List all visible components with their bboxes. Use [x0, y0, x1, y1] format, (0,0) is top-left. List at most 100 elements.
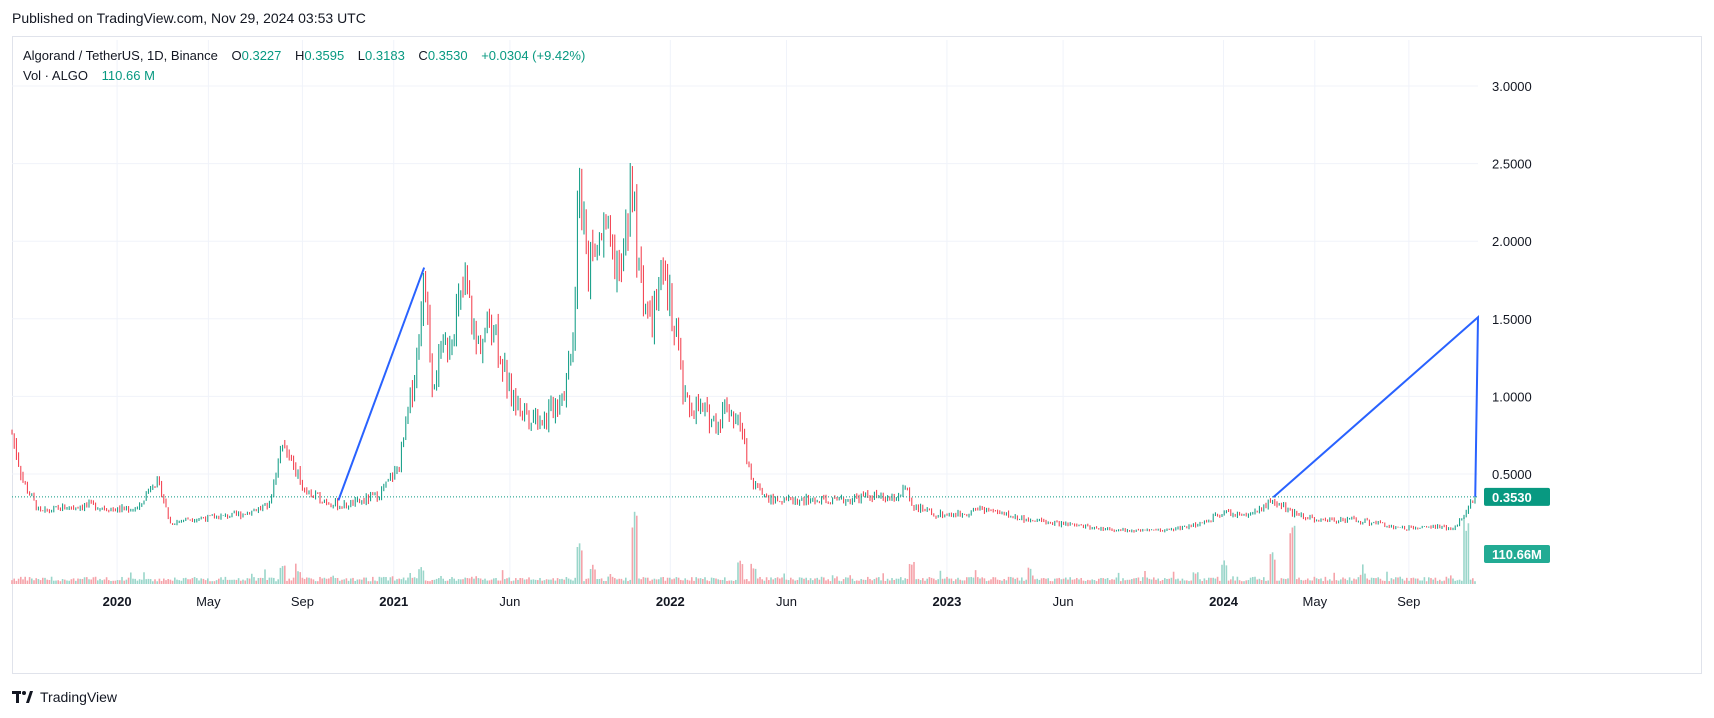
volume-bar	[233, 579, 235, 584]
volume-bar	[585, 578, 587, 584]
volume-bar	[515, 578, 517, 584]
volume-bar	[928, 577, 931, 584]
candles	[11, 162, 1476, 533]
volume-bar	[1302, 580, 1305, 584]
volume-bar	[1452, 578, 1454, 584]
volume-bar	[174, 577, 176, 584]
volume-bar	[200, 578, 202, 584]
volume-bar	[86, 577, 88, 584]
volume-bar	[633, 511, 636, 584]
volume-bar	[1401, 578, 1404, 584]
price-tick-label: 2.5000	[1492, 157, 1532, 172]
volume-bar	[829, 581, 832, 584]
volume-bar	[369, 581, 372, 584]
volume-bar	[182, 578, 185, 584]
volume-bar	[609, 574, 612, 584]
volume-bar	[1093, 579, 1096, 584]
volume-bar	[644, 577, 647, 584]
volume-bar	[950, 578, 953, 584]
volume-bar	[556, 578, 559, 584]
volume-bar	[475, 576, 477, 584]
volume-bar	[1384, 580, 1386, 584]
volume-bar	[264, 569, 266, 584]
volume-bar	[660, 577, 662, 584]
volume-bar	[484, 578, 486, 584]
volume-bar	[631, 527, 634, 584]
volume-bar	[1001, 580, 1003, 584]
volume-bar	[1051, 581, 1054, 584]
volume-bar	[1243, 581, 1245, 584]
volume-bar	[57, 580, 59, 584]
volume-bar	[154, 579, 156, 584]
volume-bar	[1472, 578, 1474, 584]
volume-bar	[994, 577, 997, 584]
volume-bar	[836, 576, 838, 584]
trend-line[interactable]	[1272, 315, 1480, 499]
volume-label[interactable]: Vol · ALGO	[23, 68, 89, 83]
volume-bar	[321, 578, 323, 584]
volume-bar	[1458, 579, 1461, 584]
volume-bar	[603, 580, 605, 584]
volume-bar	[281, 566, 284, 584]
volume-bar	[499, 580, 502, 584]
volume-bar	[501, 570, 504, 584]
volume-bar	[1201, 581, 1203, 584]
volume-bar	[1025, 579, 1027, 584]
volume-bar	[323, 577, 326, 584]
volume-bar	[1045, 578, 1047, 584]
volume-bar	[1190, 580, 1192, 584]
volume-bar	[411, 577, 414, 584]
volume-bar	[1205, 580, 1208, 584]
time-tick-label: 2024	[1209, 594, 1239, 609]
volume-bar	[902, 580, 904, 584]
volume-bar	[15, 580, 18, 584]
volume-bar	[108, 580, 110, 584]
footer-brand[interactable]: TradingView	[12, 689, 117, 705]
volume-bar	[246, 578, 249, 584]
volume-bar	[1293, 525, 1296, 584]
volume-bar	[1047, 578, 1049, 584]
volume-bar	[704, 577, 706, 584]
published-info: Published on TradingView.com, Nov 29, 20…	[12, 10, 366, 26]
low-label: L	[357, 48, 366, 63]
volume-bar	[1128, 579, 1131, 584]
volume-value: 110.66 M	[101, 68, 155, 83]
volume-bar	[1179, 580, 1181, 584]
volume-bar	[224, 576, 227, 584]
volume-bar	[787, 580, 790, 584]
volume-bar	[400, 579, 403, 584]
volume-bar	[273, 577, 275, 584]
volume-bar	[97, 580, 99, 584]
volume-bar	[1102, 578, 1104, 584]
volume-bar	[1311, 580, 1313, 584]
time-axis[interactable]: 2020 May Sep 2021 Jun 2022 Jun 2023 Jun 2024 May Se…	[103, 594, 1421, 609]
trend-line[interactable]	[337, 267, 426, 501]
volume-bar	[1021, 577, 1023, 584]
symbol-name[interactable]: Algorand / TetherUS, 1D, Binance	[23, 48, 218, 63]
volume-bar	[1291, 527, 1294, 584]
volume-bar	[398, 578, 400, 584]
trend-lines[interactable]	[337, 267, 1480, 501]
volume-bar	[81, 579, 84, 584]
volume-bar	[383, 576, 385, 584]
volume-bar	[649, 580, 651, 584]
volume-bar	[831, 575, 834, 584]
volume-bar	[1410, 578, 1412, 584]
volume-bar	[955, 579, 957, 584]
volume-bar	[746, 579, 748, 584]
volume-bar	[510, 581, 513, 584]
volume-bar	[1353, 578, 1355, 584]
volume-bar	[924, 580, 926, 584]
volume-bar	[1080, 577, 1082, 584]
volume-bar	[759, 576, 761, 584]
time-tick-label: Sep	[291, 594, 314, 609]
volume-bar	[147, 578, 150, 584]
volume-bar	[37, 579, 40, 584]
volume-bar	[1166, 578, 1168, 584]
volume-bar	[1219, 580, 1221, 584]
volume-bar	[44, 577, 46, 584]
volume-bar	[253, 577, 255, 584]
volume-bar	[1018, 580, 1021, 584]
price-axis[interactable]: 3.0000 2.5000 2.0000 1.5000 1.0000 0.5000	[1492, 79, 1532, 482]
